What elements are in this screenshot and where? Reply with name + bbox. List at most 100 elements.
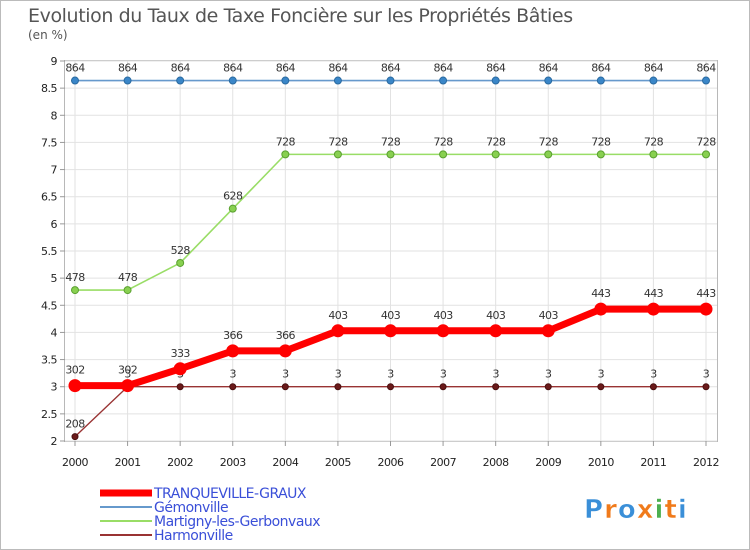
x-tick-label: 2002: [167, 456, 193, 469]
data-point: [68, 379, 82, 393]
legend: TRANQUEVILLE-GRAUXGémonvilleMartigny-les…: [100, 486, 321, 544]
data-point: [226, 344, 240, 358]
data-point: [439, 383, 447, 391]
data-point: [439, 150, 448, 159]
data-label: 208: [65, 418, 85, 431]
y-tick-label: 8.5: [41, 82, 57, 95]
data-point: [594, 302, 608, 316]
data-point: [331, 324, 345, 338]
data-label: 3: [230, 368, 237, 381]
data-point: [281, 150, 290, 159]
data-label: 864: [276, 62, 296, 75]
data-point: [173, 362, 187, 376]
data-point: [541, 324, 555, 338]
data-point: [544, 383, 552, 391]
data-point: [491, 76, 500, 85]
data-point: [228, 76, 237, 85]
y-tick-label: 5.5: [41, 245, 57, 258]
data-label: 478: [118, 271, 138, 284]
x-tick-label: 2012: [693, 456, 719, 469]
data-point: [123, 286, 132, 295]
chart-subtitle: (en %): [28, 28, 68, 42]
data-point: [489, 324, 503, 338]
data-point: [702, 383, 710, 391]
x-tick-label: 2003: [220, 456, 246, 469]
y-tick-label: 6: [51, 218, 58, 231]
data-label: 403: [381, 309, 401, 322]
data-label: 864: [65, 62, 85, 75]
legend-label: Harmonville: [154, 528, 233, 544]
data-label: 3: [545, 368, 552, 381]
data-label: 302: [65, 364, 84, 377]
data-point: [386, 150, 395, 159]
data-label: 3: [650, 368, 657, 381]
series-1: 864 864 864 864 864 864 864 864 864 864 864 864 864: [65, 62, 717, 85]
data-point: [491, 150, 500, 159]
data-label: 864: [118, 62, 138, 75]
data-point: [649, 76, 658, 85]
proxiti-logo: Proxiti: [584, 495, 687, 526]
y-tick-label: 7.5: [41, 136, 57, 149]
data-label: 728: [381, 135, 401, 148]
data-point: [71, 76, 79, 85]
data-point: [386, 76, 395, 85]
data-point: [702, 76, 710, 85]
data-label: 864: [223, 62, 243, 75]
x-axis-ticks: 2000 2001 2002 2003 2004 2005 2006 2007 2008 2009…: [62, 441, 720, 469]
data-label: 728: [433, 135, 453, 148]
data-point: [702, 150, 710, 159]
legend-label: TRANQUEVILLE-GRAUX: [153, 486, 307, 502]
y-tick-label: 5: [51, 272, 58, 285]
data-label: 3: [387, 368, 394, 381]
y-tick-label: 3: [51, 381, 58, 394]
data-label: 728: [328, 135, 348, 148]
data-label: 864: [433, 62, 453, 75]
data-point: [281, 76, 290, 85]
x-tick-label: 2004: [272, 456, 298, 469]
data-label: 528: [171, 244, 191, 257]
data-label: 3: [282, 368, 289, 381]
data-label: 366: [223, 329, 243, 342]
y-tick-label: 8: [51, 109, 58, 122]
data-label: 864: [591, 62, 611, 75]
data-point: [278, 344, 292, 358]
y-axis-ticks: 2 2.5 3 3.5 4 4.5 5 5.5 6 6.5 7 7.5 8 8.5 9: [41, 55, 65, 448]
x-tick-label: 2001: [115, 456, 141, 469]
data-point: [596, 76, 605, 85]
data-point: [334, 383, 342, 391]
legend-label: Gémonville: [154, 500, 228, 516]
data-label: 728: [696, 135, 716, 148]
data-label: 3: [703, 368, 710, 381]
data-point: [597, 383, 605, 391]
data-point: [228, 204, 237, 213]
data-point: [492, 383, 500, 391]
data-label: 403: [486, 309, 506, 322]
data-point: [176, 76, 185, 85]
data-point: [544, 76, 553, 85]
series-2: 478 478 528 628 728 728 728 728 728 728 728 728 728: [65, 135, 717, 295]
x-tick-label: 2008: [483, 456, 509, 469]
data-label: 864: [696, 62, 716, 75]
data-label: 864: [328, 62, 348, 75]
data-point: [649, 383, 657, 391]
data-point: [439, 76, 448, 85]
y-tick-label: 3.5: [41, 354, 57, 367]
data-label: 443: [591, 287, 611, 300]
data-label: 403: [328, 309, 348, 322]
data-label: 3: [440, 368, 447, 381]
data-label: 728: [539, 135, 559, 148]
x-tick-label: 2009: [535, 456, 561, 469]
data-label: 3: [598, 368, 605, 381]
data-point: [229, 383, 237, 391]
y-tick-label: 7: [51, 164, 58, 177]
x-tick-label: 2011: [640, 456, 666, 469]
data-label: 864: [539, 62, 559, 75]
data-label: 3: [124, 368, 131, 381]
data-point: [176, 258, 185, 267]
data-point: [436, 324, 450, 338]
data-point: [176, 383, 184, 391]
y-tick-label: 9: [51, 55, 58, 68]
